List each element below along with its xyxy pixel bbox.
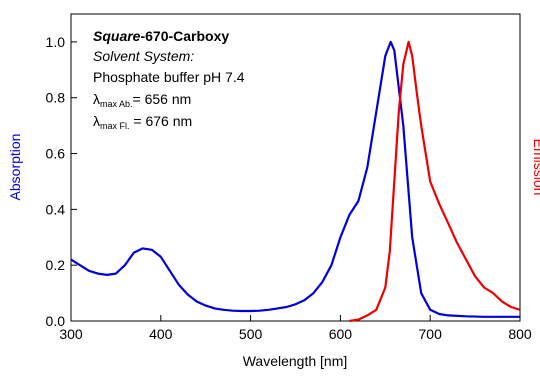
- line-series: [349, 40, 521, 323]
- annotation: Square-670-Carboxy Solvent System: Phosp…: [93, 28, 245, 131]
- x-tick-label: 700: [419, 326, 443, 342]
- value: = 676 nm: [130, 113, 193, 129]
- plot-frame: [70, 13, 521, 322]
- y-tick-label: 0.0: [46, 313, 66, 329]
- line-series: [70, 40, 520, 318]
- y-tick-label: 0.4: [46, 201, 66, 217]
- name-italic: Square: [93, 28, 141, 44]
- y-tick-label: 1.0: [46, 34, 66, 50]
- x-tick-label: 600: [329, 326, 353, 342]
- x-axis-label: Wavelength [nm]: [243, 353, 348, 369]
- lambda-abs: λmax Ab.= 656 nm: [93, 91, 191, 109]
- lambda: λ: [93, 91, 100, 107]
- y-tick-label: 0.8: [46, 90, 66, 106]
- x-tick-label: 400: [149, 326, 173, 342]
- x-tick-label: 300: [59, 326, 83, 342]
- subscript: max Ab.: [100, 99, 133, 109]
- compound-name: Square-670-Carboxy: [93, 28, 229, 44]
- value: = 656 nm: [133, 91, 192, 107]
- x-tick-label: 800: [508, 326, 532, 342]
- x-tick-label: 500: [239, 326, 263, 342]
- y-tick-label: 0.2: [46, 257, 66, 273]
- lambda-fl: λmax Fl. = 676 nm: [93, 113, 192, 131]
- name-rest: -670-Carboxy: [140, 28, 229, 44]
- lambda: λ: [93, 113, 100, 129]
- y-tick-label: 0.6: [46, 146, 66, 162]
- solvent-label: Solvent System:: [93, 48, 194, 64]
- solvent: Phosphate buffer pH 7.4: [93, 69, 245, 85]
- y2-axis-label: Emission: [531, 139, 540, 196]
- y-axis-label: Absorption: [7, 134, 23, 201]
- subscript: max Fl.: [100, 121, 130, 131]
